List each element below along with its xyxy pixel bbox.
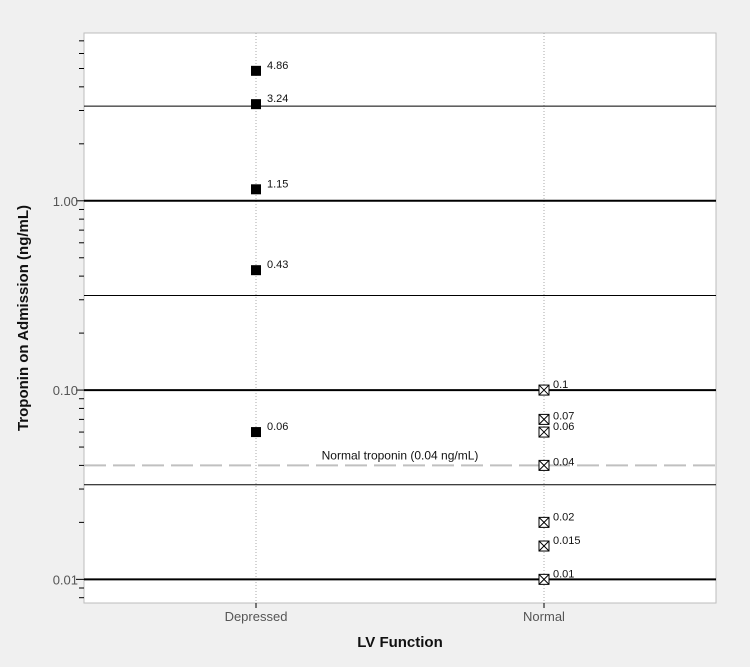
data-label: 1.15 [267,178,288,190]
data-point-depressed [251,99,261,110]
marks-layer: 4.863.241.150.430.060.10.070.060.040.020… [251,60,581,585]
x-tick-label: Normal [523,609,565,624]
x-tick-label: Depressed [225,609,288,624]
data-point-normal [538,573,550,585]
data-label: 0.43 [267,259,288,271]
marker-cross [538,414,550,425]
y-tick-label: 1.00 [53,194,78,209]
data-point-normal [538,413,550,425]
data-label: 3.24 [267,93,288,105]
data-label: 0.01 [553,568,574,580]
data-label: 0.04 [553,456,574,468]
marker-cross [538,426,550,438]
marker-cross [538,517,550,528]
y-axis-title: Troponin on Admission (ng/mL) [15,205,32,431]
data-point-normal [538,384,550,396]
data-label: 0.1 [553,379,568,391]
y-tick-label: 0.10 [53,383,78,398]
data-label: 0.06 [267,421,288,433]
data-label: 0.02 [553,511,574,523]
data-point-normal [538,426,550,438]
axis-layer: 1.00 0.10 0.01 Depressed Normal [53,40,565,624]
data-label: 0.015 [553,535,581,547]
y-tick-label: 0.01 [53,572,78,587]
marker-cross [538,384,550,396]
data-point-depressed [251,265,261,276]
data-label: 0.07 [553,410,574,422]
reference-line-label: Normal troponin (0.04 ng/mL) [322,448,479,462]
data-point-normal [538,459,550,471]
data-label: 4.86 [267,60,288,72]
data-point-normal [538,540,550,552]
data-point-depressed [251,65,261,76]
plot-area [83,32,717,604]
data-point-normal [538,516,550,528]
x-axis-title: LV Function [357,634,443,651]
marker-cross [538,540,550,552]
data-point-depressed [251,427,261,438]
grid-layer [84,33,716,603]
data-point-depressed [251,184,261,195]
marker-cross [538,573,550,585]
marker-cross [538,460,550,471]
data-label: 0.06 [553,421,574,433]
reference-layer: Normal troponin (0.04 ng/mL) [84,448,716,467]
